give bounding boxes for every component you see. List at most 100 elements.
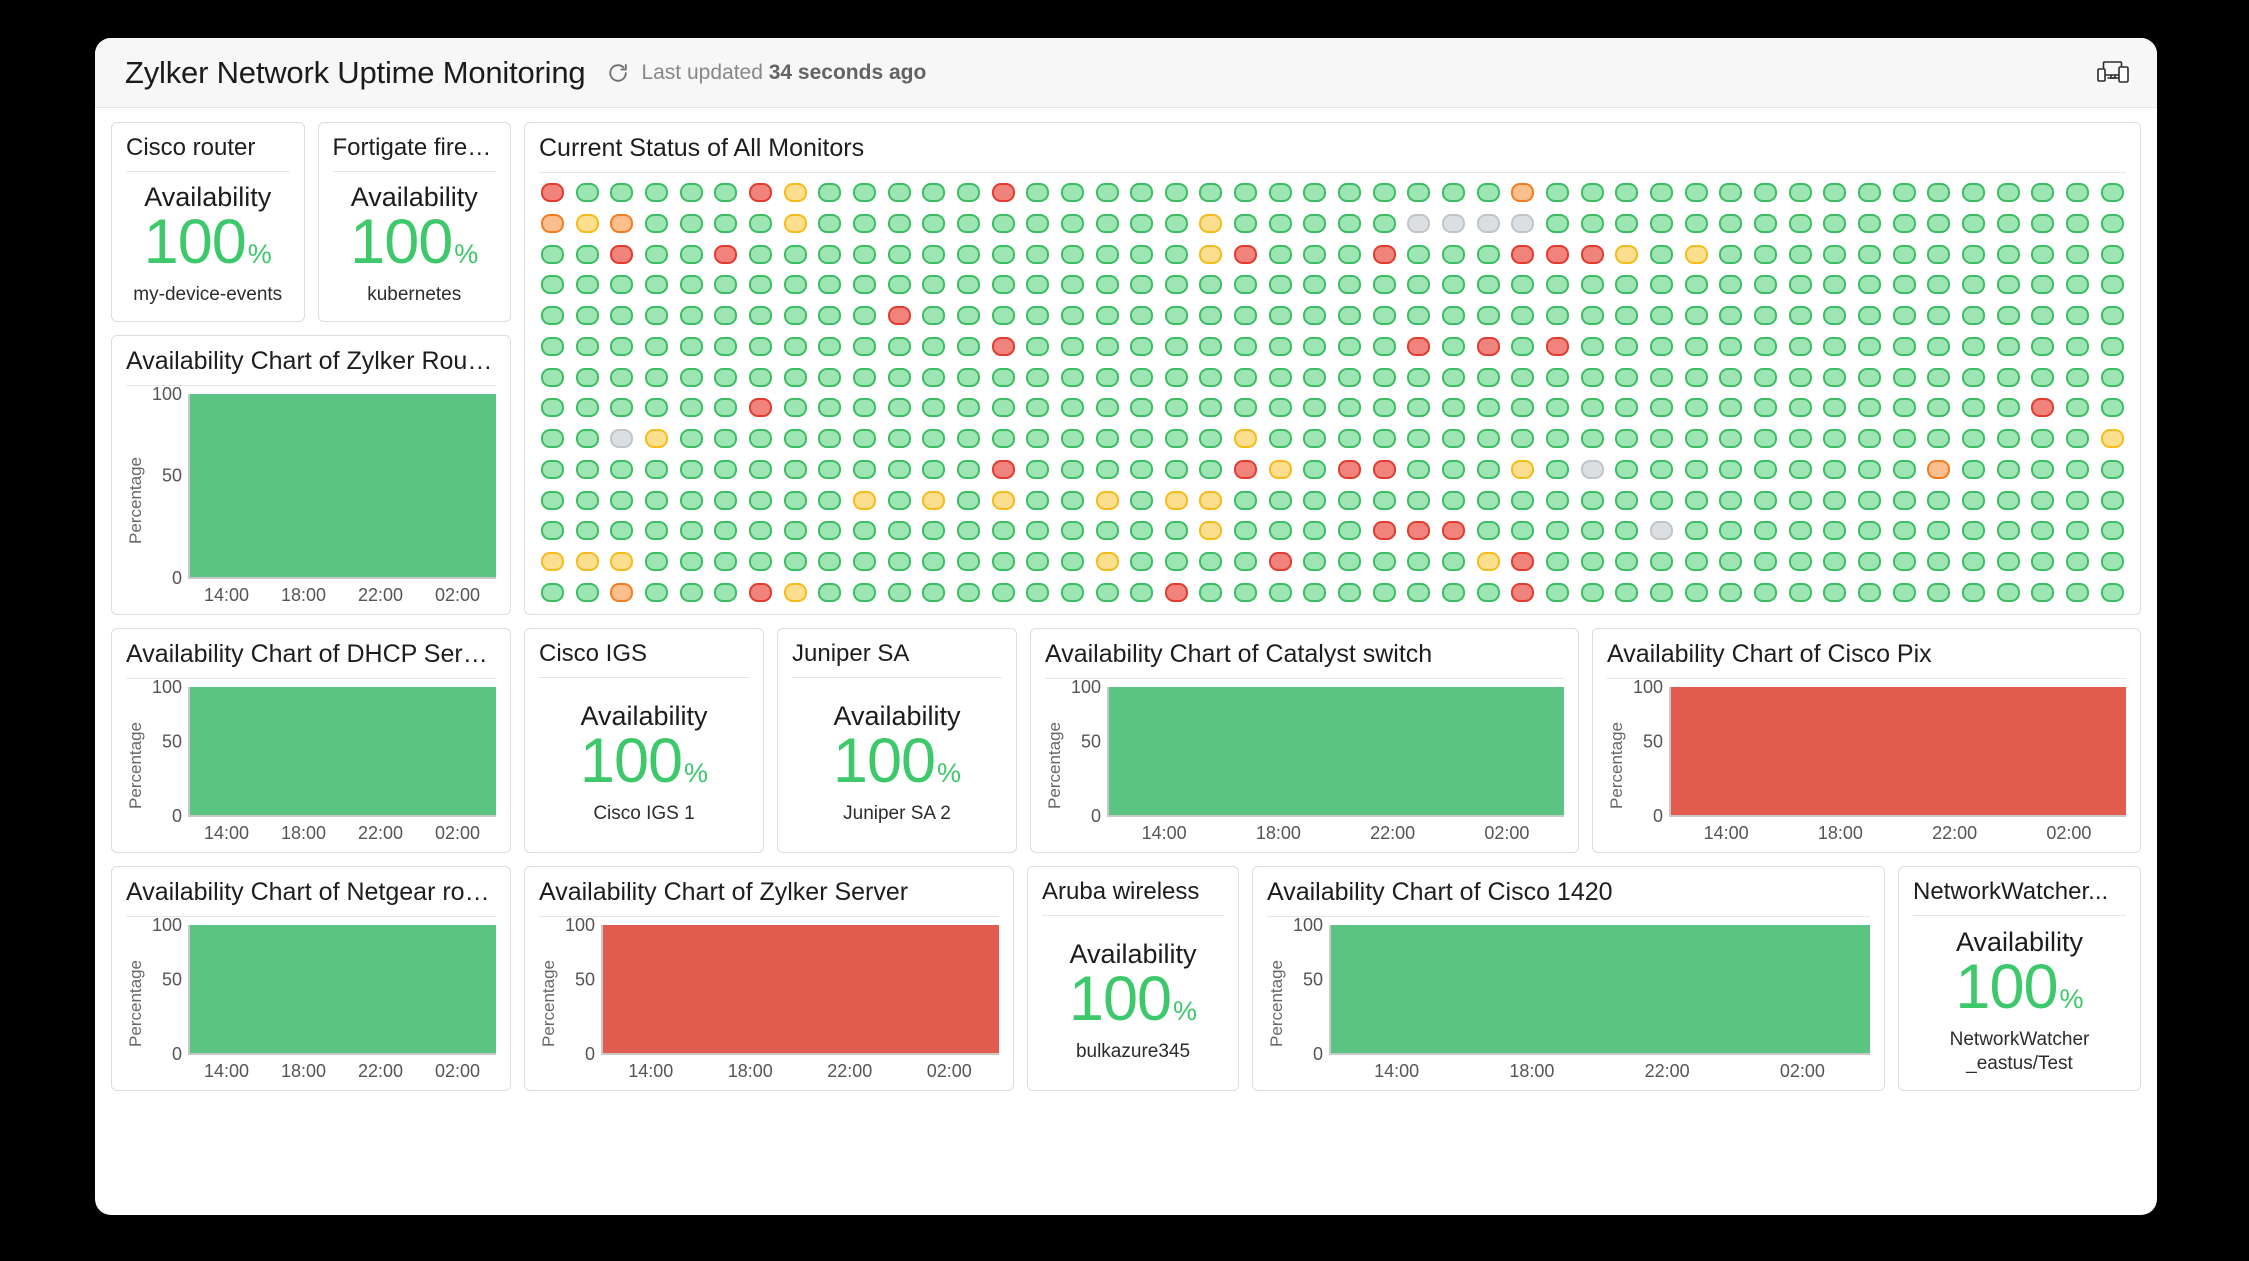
widget-fortigate-firewall[interactable]: Fortigate firewall Availability 100 % ku… bbox=[317, 122, 511, 322]
status-dot[interactable] bbox=[1961, 398, 1985, 418]
status-dot[interactable] bbox=[1857, 213, 1881, 233]
status-dot[interactable] bbox=[887, 244, 911, 264]
status-dot[interactable] bbox=[2065, 552, 2089, 572]
status-dot[interactable] bbox=[1996, 429, 2020, 449]
status-dot[interactable] bbox=[1164, 521, 1188, 541]
status-dot[interactable] bbox=[1442, 306, 1466, 326]
status-dot[interactable] bbox=[1268, 275, 1292, 295]
status-dot[interactable] bbox=[1961, 429, 1985, 449]
status-dot[interactable] bbox=[1303, 244, 1327, 264]
status-dot[interactable] bbox=[1026, 367, 1050, 387]
status-dot[interactable] bbox=[818, 213, 842, 233]
refresh-icon[interactable] bbox=[607, 62, 629, 84]
status-dot[interactable] bbox=[2100, 459, 2124, 479]
status-dot[interactable] bbox=[1338, 582, 1362, 602]
status-dot[interactable] bbox=[1407, 275, 1431, 295]
widget-cisco-router[interactable]: Cisco router Availability 100 % my-devic… bbox=[111, 122, 305, 322]
status-dot[interactable] bbox=[1546, 306, 1570, 326]
status-dot[interactable] bbox=[2065, 275, 2089, 295]
status-dot[interactable] bbox=[818, 367, 842, 387]
widget-cisco-igs[interactable]: Cisco IGS Availability 100 % Cisco IGS 1 bbox=[524, 628, 764, 853]
status-dot[interactable] bbox=[1684, 367, 1708, 387]
status-dot[interactable] bbox=[575, 306, 599, 326]
status-dot[interactable] bbox=[1511, 336, 1535, 356]
status-dot[interactable] bbox=[1026, 459, 1050, 479]
status-dot[interactable] bbox=[1442, 275, 1466, 295]
status-dot[interactable] bbox=[1511, 398, 1535, 418]
status-dot[interactable] bbox=[610, 429, 634, 449]
status-dot[interactable] bbox=[1996, 552, 2020, 572]
status-dot[interactable] bbox=[1788, 367, 1812, 387]
status-dot[interactable] bbox=[1546, 213, 1570, 233]
status-dot[interactable] bbox=[575, 183, 599, 202]
status-dot[interactable] bbox=[714, 275, 738, 295]
status-dot[interactable] bbox=[1164, 582, 1188, 602]
status-dot[interactable] bbox=[1511, 582, 1535, 602]
status-dot[interactable] bbox=[2031, 429, 2055, 449]
status-dot[interactable] bbox=[714, 244, 738, 264]
status-dot[interactable] bbox=[1060, 213, 1084, 233]
status-dot[interactable] bbox=[1892, 521, 1916, 541]
widget-chart-dhcp-server[interactable]: Availability Chart of DHCP Server Percen… bbox=[111, 628, 511, 853]
status-dot[interactable] bbox=[1372, 367, 1396, 387]
status-dot[interactable] bbox=[748, 367, 772, 387]
status-dot[interactable] bbox=[1234, 490, 1258, 510]
status-dot[interactable] bbox=[748, 306, 772, 326]
status-dot[interactable] bbox=[575, 521, 599, 541]
status-dot[interactable] bbox=[783, 183, 807, 202]
status-dot[interactable] bbox=[1961, 275, 1985, 295]
status-dot[interactable] bbox=[610, 244, 634, 264]
status-dot[interactable] bbox=[1234, 582, 1258, 602]
widget-aruba-wireless[interactable]: Aruba wireless Availability 100 % bulkaz… bbox=[1027, 866, 1239, 1091]
status-dot[interactable] bbox=[1650, 213, 1673, 233]
status-dot[interactable] bbox=[922, 552, 946, 572]
status-dot[interactable] bbox=[679, 336, 703, 356]
status-dot[interactable] bbox=[1268, 367, 1292, 387]
widget-chart-catalyst-switch[interactable]: Availability Chart of Catalyst switch Pe… bbox=[1030, 628, 1579, 853]
status-dot[interactable] bbox=[1753, 398, 1777, 418]
status-dot[interactable] bbox=[610, 398, 634, 418]
status-dot[interactable] bbox=[1130, 398, 1154, 418]
status-dot[interactable] bbox=[1095, 490, 1119, 510]
status-dot[interactable] bbox=[1268, 490, 1292, 510]
status-dot[interactable] bbox=[1788, 521, 1812, 541]
status-dot[interactable] bbox=[991, 429, 1015, 449]
status-dot[interactable] bbox=[1234, 367, 1258, 387]
status-dot[interactable] bbox=[956, 244, 980, 264]
status-dot[interactable] bbox=[748, 336, 772, 356]
status-dot[interactable] bbox=[1511, 429, 1535, 449]
status-dot[interactable] bbox=[1788, 275, 1812, 295]
status-dot[interactable] bbox=[887, 521, 911, 541]
status-dot[interactable] bbox=[1372, 429, 1396, 449]
status-dot[interactable] bbox=[1234, 521, 1258, 541]
status-dot[interactable] bbox=[748, 275, 772, 295]
status-dot[interactable] bbox=[1338, 521, 1362, 541]
status-dot[interactable] bbox=[1650, 521, 1673, 541]
status-dot[interactable] bbox=[1476, 183, 1500, 202]
status-dot[interactable] bbox=[1164, 306, 1188, 326]
status-dot[interactable] bbox=[1026, 275, 1050, 295]
status-dot[interactable] bbox=[1060, 244, 1084, 264]
status-dot[interactable] bbox=[1303, 183, 1327, 202]
status-dot[interactable] bbox=[1961, 367, 1985, 387]
status-dot[interactable] bbox=[1060, 582, 1084, 602]
status-dot[interactable] bbox=[1684, 213, 1708, 233]
status-dot[interactable] bbox=[2065, 398, 2089, 418]
status-dot[interactable] bbox=[541, 521, 564, 541]
status-dot[interactable] bbox=[644, 213, 668, 233]
status-dot[interactable] bbox=[1372, 306, 1396, 326]
status-dot[interactable] bbox=[1130, 183, 1154, 202]
status-dot[interactable] bbox=[887, 183, 911, 202]
status-dot[interactable] bbox=[991, 367, 1015, 387]
status-dot[interactable] bbox=[1857, 459, 1881, 479]
status-dot[interactable] bbox=[1857, 244, 1881, 264]
status-dot[interactable] bbox=[1026, 213, 1050, 233]
status-dot[interactable] bbox=[922, 490, 946, 510]
status-dot[interactable] bbox=[1719, 244, 1743, 264]
status-dot[interactable] bbox=[1927, 336, 1951, 356]
status-dot[interactable] bbox=[1788, 336, 1812, 356]
responsive-devices-icon[interactable] bbox=[2097, 60, 2131, 86]
status-dot[interactable] bbox=[610, 521, 634, 541]
status-dot[interactable] bbox=[1927, 521, 1951, 541]
status-dot[interactable] bbox=[1615, 213, 1639, 233]
